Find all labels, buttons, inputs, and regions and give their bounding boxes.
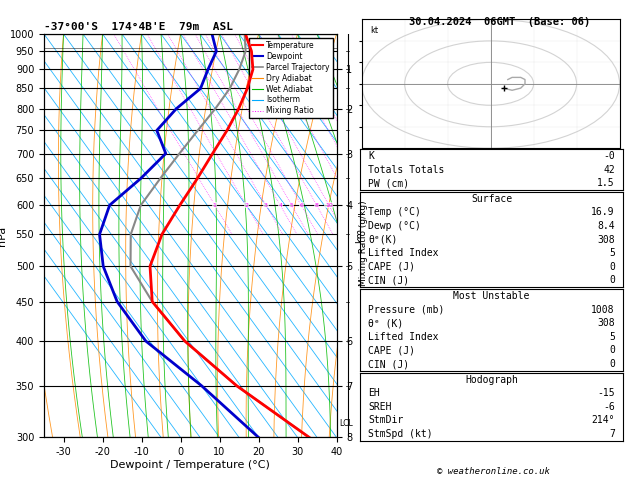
Text: θᵉ (K): θᵉ (K)	[369, 318, 404, 328]
Text: -37°00'S  174°4B'E  79m  ASL: -37°00'S 174°4B'E 79m ASL	[44, 22, 233, 32]
Text: -15: -15	[597, 388, 615, 398]
Text: 1: 1	[213, 203, 216, 208]
Text: 0: 0	[609, 262, 615, 272]
Text: θᵉ(K): θᵉ(K)	[369, 235, 398, 244]
Text: © weatheronline.co.uk: © weatheronline.co.uk	[437, 467, 550, 476]
Legend: Temperature, Dewpoint, Parcel Trajectory, Dry Adiabat, Wet Adiabat, Isotherm, Mi: Temperature, Dewpoint, Parcel Trajectory…	[248, 38, 333, 119]
Text: Hodograph: Hodograph	[465, 375, 518, 384]
Text: Lifted Index: Lifted Index	[369, 248, 439, 258]
Text: 4: 4	[278, 203, 282, 208]
Text: StmSpd (kt): StmSpd (kt)	[369, 429, 433, 439]
Text: CAPE (J): CAPE (J)	[369, 262, 415, 272]
Text: 308: 308	[597, 235, 615, 244]
Text: SREH: SREH	[369, 402, 392, 412]
Text: kt: kt	[370, 26, 379, 35]
Text: 0: 0	[609, 359, 615, 369]
Text: 0: 0	[609, 346, 615, 355]
Text: 42: 42	[603, 165, 615, 174]
X-axis label: Dewpoint / Temperature (°C): Dewpoint / Temperature (°C)	[110, 460, 270, 470]
Y-axis label: km
ASL: km ASL	[355, 226, 377, 245]
Text: 6: 6	[299, 203, 303, 208]
Text: -0: -0	[603, 151, 615, 161]
Text: 2: 2	[244, 203, 248, 208]
Text: Dewp (°C): Dewp (°C)	[369, 221, 421, 231]
Text: 214°: 214°	[591, 416, 615, 425]
Text: Totals Totals: Totals Totals	[369, 165, 445, 174]
Text: Most Unstable: Most Unstable	[454, 291, 530, 301]
Text: 16.9: 16.9	[591, 208, 615, 217]
Text: CIN (J): CIN (J)	[369, 276, 409, 285]
Text: 308: 308	[597, 318, 615, 328]
Text: -6: -6	[603, 402, 615, 412]
Text: 5: 5	[290, 203, 294, 208]
Text: Surface: Surface	[471, 194, 512, 204]
Text: LCL: LCL	[340, 418, 353, 428]
Text: 7: 7	[609, 429, 615, 439]
Text: CIN (J): CIN (J)	[369, 359, 409, 369]
Text: Pressure (mb): Pressure (mb)	[369, 305, 445, 314]
Text: CAPE (J): CAPE (J)	[369, 346, 415, 355]
Text: 5: 5	[609, 332, 615, 342]
Text: 1008: 1008	[591, 305, 615, 314]
Text: 10: 10	[325, 203, 333, 208]
Text: 8: 8	[314, 203, 318, 208]
Text: PW (cm): PW (cm)	[369, 178, 409, 188]
Text: Lifted Index: Lifted Index	[369, 332, 439, 342]
Text: 1.5: 1.5	[597, 178, 615, 188]
Text: Temp (°C): Temp (°C)	[369, 208, 421, 217]
Text: StmDir: StmDir	[369, 416, 404, 425]
Text: 5: 5	[609, 248, 615, 258]
Text: EH: EH	[369, 388, 380, 398]
Text: 0: 0	[609, 276, 615, 285]
Text: Mixing Ratio (g/kg): Mixing Ratio (g/kg)	[359, 200, 368, 286]
Y-axis label: hPa: hPa	[0, 226, 7, 246]
Text: 8.4: 8.4	[597, 221, 615, 231]
Text: 30.04.2024  06GMT  (Base: 06): 30.04.2024 06GMT (Base: 06)	[409, 17, 591, 27]
Text: K: K	[369, 151, 374, 161]
Text: 3: 3	[264, 203, 268, 208]
